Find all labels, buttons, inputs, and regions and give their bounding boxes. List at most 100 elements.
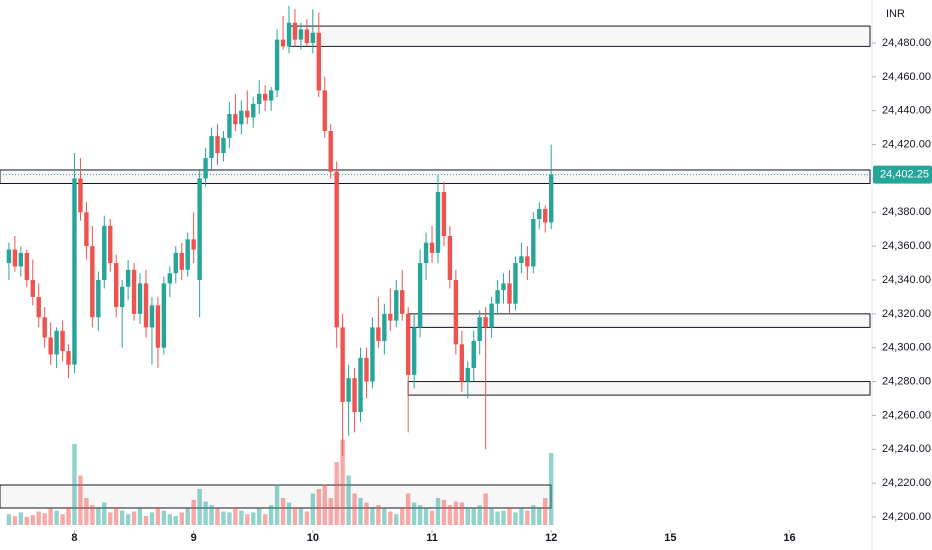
volume-bar [519, 508, 524, 525]
candle-body [119, 286, 125, 308]
candle-body [382, 313, 387, 341]
candle-body [304, 29, 310, 43]
volume-bar [334, 462, 339, 525]
zone [288, 25, 871, 47]
volume-bar [483, 493, 488, 525]
candle-body [102, 225, 107, 280]
volume-bar [441, 499, 447, 525]
volume-bar [304, 511, 310, 525]
candle-body [12, 249, 18, 267]
candle-body [108, 225, 113, 264]
volume-bar [447, 505, 453, 525]
x-tick-label: 16 [783, 532, 795, 544]
volume-bar [66, 507, 71, 525]
candle-body [388, 313, 393, 321]
volume-bar [543, 498, 548, 525]
volume-bar [364, 502, 369, 525]
volume-bar [292, 507, 298, 525]
candle-body [66, 351, 71, 365]
candle-body [340, 327, 345, 402]
volume-bar [60, 514, 65, 525]
candle-body [131, 269, 137, 314]
candle-body [78, 178, 83, 213]
candle-body [125, 269, 131, 287]
volume-bar [525, 510, 530, 525]
candle-body [423, 242, 429, 264]
candle-body [316, 32, 322, 91]
volume-bar [137, 508, 143, 525]
candle-body [155, 305, 161, 348]
candle-body [268, 90, 274, 101]
candle-body [203, 158, 208, 179]
y-tick-label: 24,200.00 [882, 511, 931, 523]
candle-body [519, 256, 524, 264]
candle-body [483, 317, 488, 328]
volume-bar [262, 514, 268, 525]
candle-body [370, 327, 375, 382]
y-tick-label: 24,440.00 [882, 105, 931, 117]
volume-bar [298, 508, 304, 525]
volume-bar [6, 514, 12, 525]
volume-bar [72, 444, 77, 525]
candle-body [42, 317, 47, 338]
volume-bar [48, 508, 53, 525]
candle-body [447, 235, 453, 280]
candle-body [531, 219, 536, 267]
volume-bar [400, 507, 405, 525]
volume-bar [286, 502, 292, 525]
volume-bar [167, 514, 173, 525]
volume-bar [352, 493, 357, 525]
volume-bar [149, 512, 155, 525]
volume-bar [191, 499, 196, 525]
volume-bar [245, 514, 250, 525]
candle-body [298, 29, 304, 40]
volume-bar [42, 513, 47, 525]
candle-body [161, 283, 167, 348]
volume-bar [394, 514, 399, 525]
volume-bar [30, 515, 35, 525]
candle-body [30, 279, 35, 297]
volume-bar [215, 508, 220, 525]
candle-body [394, 290, 399, 321]
candle-body [262, 93, 268, 101]
candle-body [113, 263, 119, 308]
candle-body [239, 110, 244, 125]
volume-bar [108, 512, 113, 525]
y-tick-label: 24,240.00 [882, 443, 931, 455]
volume-bar [382, 508, 387, 525]
candle-body [251, 103, 256, 118]
volume-bar [477, 505, 482, 525]
candle-body [453, 279, 459, 345]
candle-body [334, 171, 339, 328]
volume-bar [537, 508, 542, 525]
last-price-label: 24,402.25 [880, 169, 929, 181]
x-tick-label: 9 [191, 532, 197, 544]
candle-body [286, 22, 292, 47]
volume-bar [203, 501, 208, 525]
candle-body [352, 378, 357, 413]
volume-bar [221, 511, 226, 525]
candle-body [525, 256, 530, 267]
volume-bar [501, 510, 506, 525]
candle-body [143, 283, 149, 328]
volume-bar [185, 508, 190, 525]
volume-bar [495, 511, 500, 525]
candle-body [364, 357, 369, 382]
last-price-badge [873, 165, 932, 184]
zone [0, 169, 871, 185]
volume-bar [143, 516, 149, 525]
volume-bar [179, 512, 184, 525]
candle-body [513, 263, 518, 304]
volume-bar [489, 508, 494, 525]
candle-body [36, 296, 41, 318]
volume-bar [257, 508, 262, 525]
candle-body [191, 239, 196, 250]
candle-body [72, 178, 77, 365]
volume-bar [209, 505, 214, 525]
candle-body [280, 39, 286, 47]
volume-bar [316, 489, 322, 525]
candle-body [435, 191, 441, 253]
candle-body [417, 263, 423, 328]
candle-body [495, 290, 500, 304]
